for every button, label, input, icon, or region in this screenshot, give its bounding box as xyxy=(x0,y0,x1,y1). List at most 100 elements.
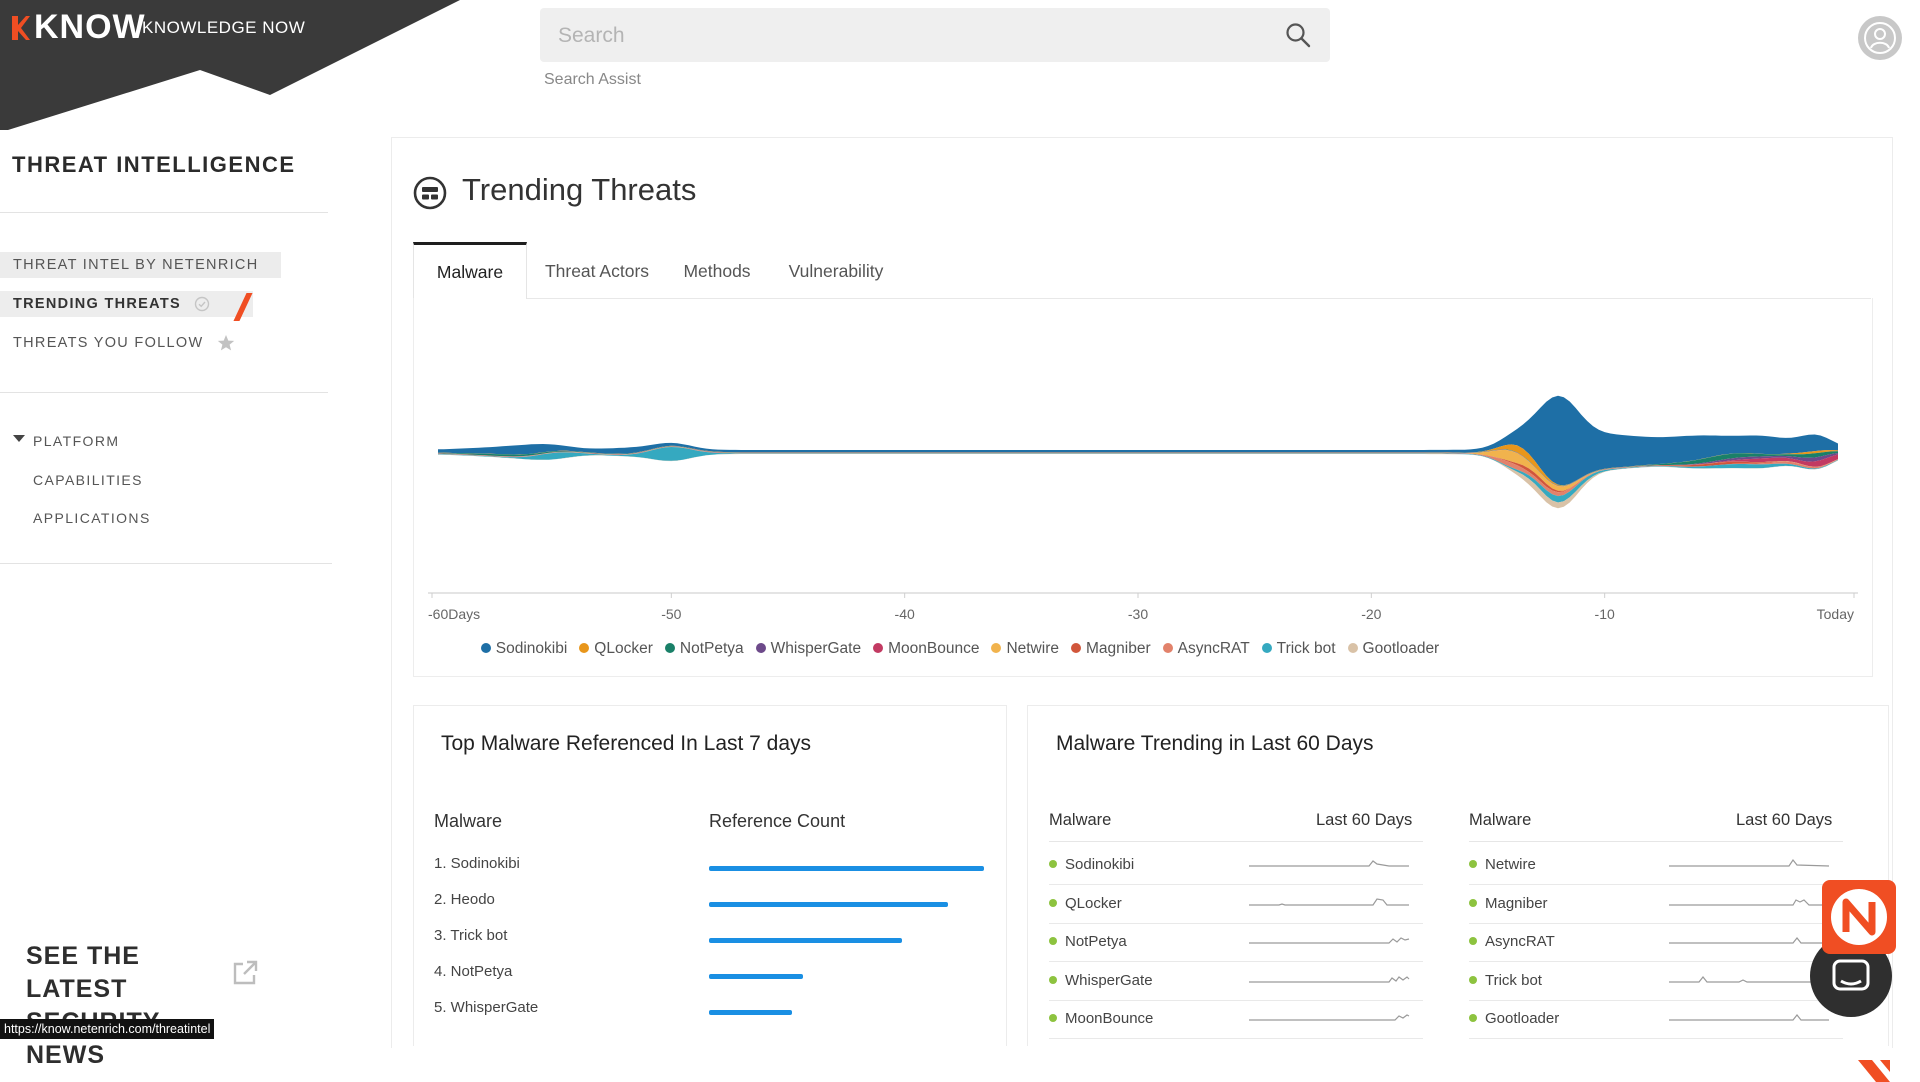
security-news-link[interactable]: SEE THE LATEST SECURITY NEWS xyxy=(26,940,236,1072)
trending-icon xyxy=(413,176,447,210)
trend-row[interactable]: QLocker xyxy=(1049,885,1423,924)
legend-label: MoonBounce xyxy=(888,640,980,657)
col-header-malware-right: Malware xyxy=(1469,811,1532,829)
legend-item[interactable]: AsyncRAT xyxy=(1162,640,1250,658)
reference-count-bar[interactable] xyxy=(709,902,949,907)
status-dot xyxy=(1049,975,1057,984)
search-bar[interactable] xyxy=(540,8,1330,64)
legend-item[interactable]: QLocker xyxy=(579,640,653,658)
reference-count-bar[interactable] xyxy=(709,866,984,871)
tab-malware[interactable]: Malware xyxy=(413,242,527,299)
divider xyxy=(1469,841,1843,842)
legend-swatch xyxy=(1347,642,1358,653)
status-bar-url: https://know.netenrich.com/threatintel xyxy=(0,1019,215,1039)
top-malware-label[interactable]: 4. NotPetya xyxy=(434,963,513,980)
top-malware-label[interactable]: 3. Trick bot xyxy=(434,927,508,944)
sidebar-item-threats-you-follow[interactable]: THREATS YOU FOLLOW xyxy=(0,330,253,356)
status-dot xyxy=(1049,860,1057,869)
netenrich-n-icon[interactable] xyxy=(1822,880,1896,954)
brand-tagline: KNOWLEDGE NOW xyxy=(142,18,306,37)
col-header-malware: Malware xyxy=(434,811,503,831)
news-line-2: SECURITY NEWS xyxy=(26,1008,159,1069)
col-header-malware-left: Malware xyxy=(1049,811,1112,829)
search-assist-link[interactable]: Search Assist xyxy=(544,71,641,88)
trend-row[interactable]: AsyncRAT xyxy=(1469,923,1843,962)
legend-swatch xyxy=(579,642,590,653)
platform-toggle[interactable]: PLATFORM xyxy=(33,433,120,449)
reference-count-bar[interactable] xyxy=(709,938,902,943)
sidebar-title: THREAT INTELLIGENCE xyxy=(12,152,296,177)
legend-item[interactable]: Trick bot xyxy=(1261,640,1336,658)
status-dot xyxy=(1049,898,1057,907)
streamgraph-container xyxy=(413,298,1873,677)
x-tick-label: -20 xyxy=(1361,606,1382,622)
sidebar-item-label: THREATS YOU FOLLOW xyxy=(13,335,204,351)
trend-row[interactable]: MoonBounce xyxy=(1049,1000,1423,1039)
top-malware-label[interactable]: 5. WhisperGate xyxy=(434,999,539,1016)
threat-tabs: Malware Threat Actors Methods Vulnerabil… xyxy=(413,242,1871,299)
tab-methods[interactable]: Methods xyxy=(683,261,751,281)
page-title: Trending Threats xyxy=(462,172,697,207)
top-malware-label[interactable]: 1. Sodinokibi xyxy=(434,855,520,872)
reference-count-bar[interactable] xyxy=(709,1010,792,1015)
trend-row[interactable]: Gootloader xyxy=(1469,1000,1843,1039)
sparkline xyxy=(1669,898,1829,906)
sidebar-item-applications[interactable]: APPLICATIONS xyxy=(33,510,151,526)
x-tick-label: -60Days xyxy=(428,606,481,622)
legend-label: QLocker xyxy=(594,640,653,657)
legend-item[interactable]: Netwire xyxy=(991,640,1059,658)
x-tick-label: -30 xyxy=(1127,606,1149,622)
brand-name: KNOW xyxy=(34,8,146,46)
status-dot xyxy=(1469,898,1477,907)
legend-swatch xyxy=(1261,642,1272,653)
legend-item[interactable]: Gootloader xyxy=(1347,640,1439,658)
status-dot xyxy=(1049,937,1057,946)
star-icon[interactable] xyxy=(217,334,235,352)
legend-swatch xyxy=(664,642,675,653)
trend-row[interactable]: NotPetya xyxy=(1049,923,1423,962)
legend-label: Trick bot xyxy=(1276,640,1336,657)
tab-vulnerability[interactable]: Vulnerability xyxy=(788,261,884,281)
legend-label: WhisperGate xyxy=(770,640,862,657)
trend-row[interactable]: WhisperGate xyxy=(1049,962,1423,1001)
check-circle-icon xyxy=(195,296,210,312)
trend-row[interactable]: Magniber xyxy=(1469,885,1843,924)
legend-item[interactable]: WhisperGate xyxy=(755,640,862,658)
legend-label: Magniber xyxy=(1085,640,1151,657)
top-malware-label[interactable]: 2. Heodo xyxy=(434,891,495,908)
sidebar-item-trending-threats[interactable]: TRENDING THREATS xyxy=(0,291,253,317)
legend-item[interactable]: MoonBounce xyxy=(873,640,979,658)
search-icon[interactable] xyxy=(1284,21,1312,49)
top-malware-title: Top Malware Referenced In Last 7 days xyxy=(441,732,812,755)
reference-count-bar[interactable] xyxy=(709,974,803,979)
legend-swatch xyxy=(480,642,491,653)
x-tick-label: Today xyxy=(1816,606,1854,622)
sparkline xyxy=(1669,1014,1829,1021)
legend-label: NotPetya xyxy=(679,640,744,657)
caret-down-icon[interactable] xyxy=(13,435,25,442)
legend-swatch xyxy=(755,642,766,653)
legend-item[interactable]: Sodinokibi xyxy=(480,640,567,658)
search-input[interactable] xyxy=(556,8,1260,64)
trend-malware-name: AsyncRAT xyxy=(1469,933,1555,950)
status-dot xyxy=(1049,1014,1057,1023)
divider xyxy=(1049,841,1423,842)
trend-row[interactable]: Trick bot xyxy=(1469,962,1843,1001)
sparkline xyxy=(1249,937,1410,944)
sidebar-item-label: TRENDING THREATS xyxy=(13,296,181,312)
x-tick-label: -10 xyxy=(1594,606,1615,622)
external-link-icon[interactable] xyxy=(230,958,260,988)
legend-item[interactable]: NotPetya xyxy=(664,640,744,658)
tab-threat-actors[interactable]: Threat Actors xyxy=(544,261,650,281)
col-header-reference-count: Reference Count xyxy=(709,811,846,831)
trend-malware-name: Trick bot xyxy=(1469,972,1542,989)
sidebar-item-threat-intel[interactable]: THREAT INTEL BY NETENRICH xyxy=(0,252,281,278)
status-dot xyxy=(1469,937,1477,946)
user-avatar-icon[interactable] xyxy=(1858,16,1902,60)
netenrich-corner-icon xyxy=(1858,1060,1890,1082)
legend-label: Netwire xyxy=(1006,640,1059,657)
trend-row[interactable]: Netwire xyxy=(1469,846,1843,885)
legend-item[interactable]: Magniber xyxy=(1070,640,1151,658)
trend-row[interactable]: Sodinokibi xyxy=(1049,846,1423,885)
sidebar-item-capabilities[interactable]: CAPABILITIES xyxy=(33,472,143,488)
